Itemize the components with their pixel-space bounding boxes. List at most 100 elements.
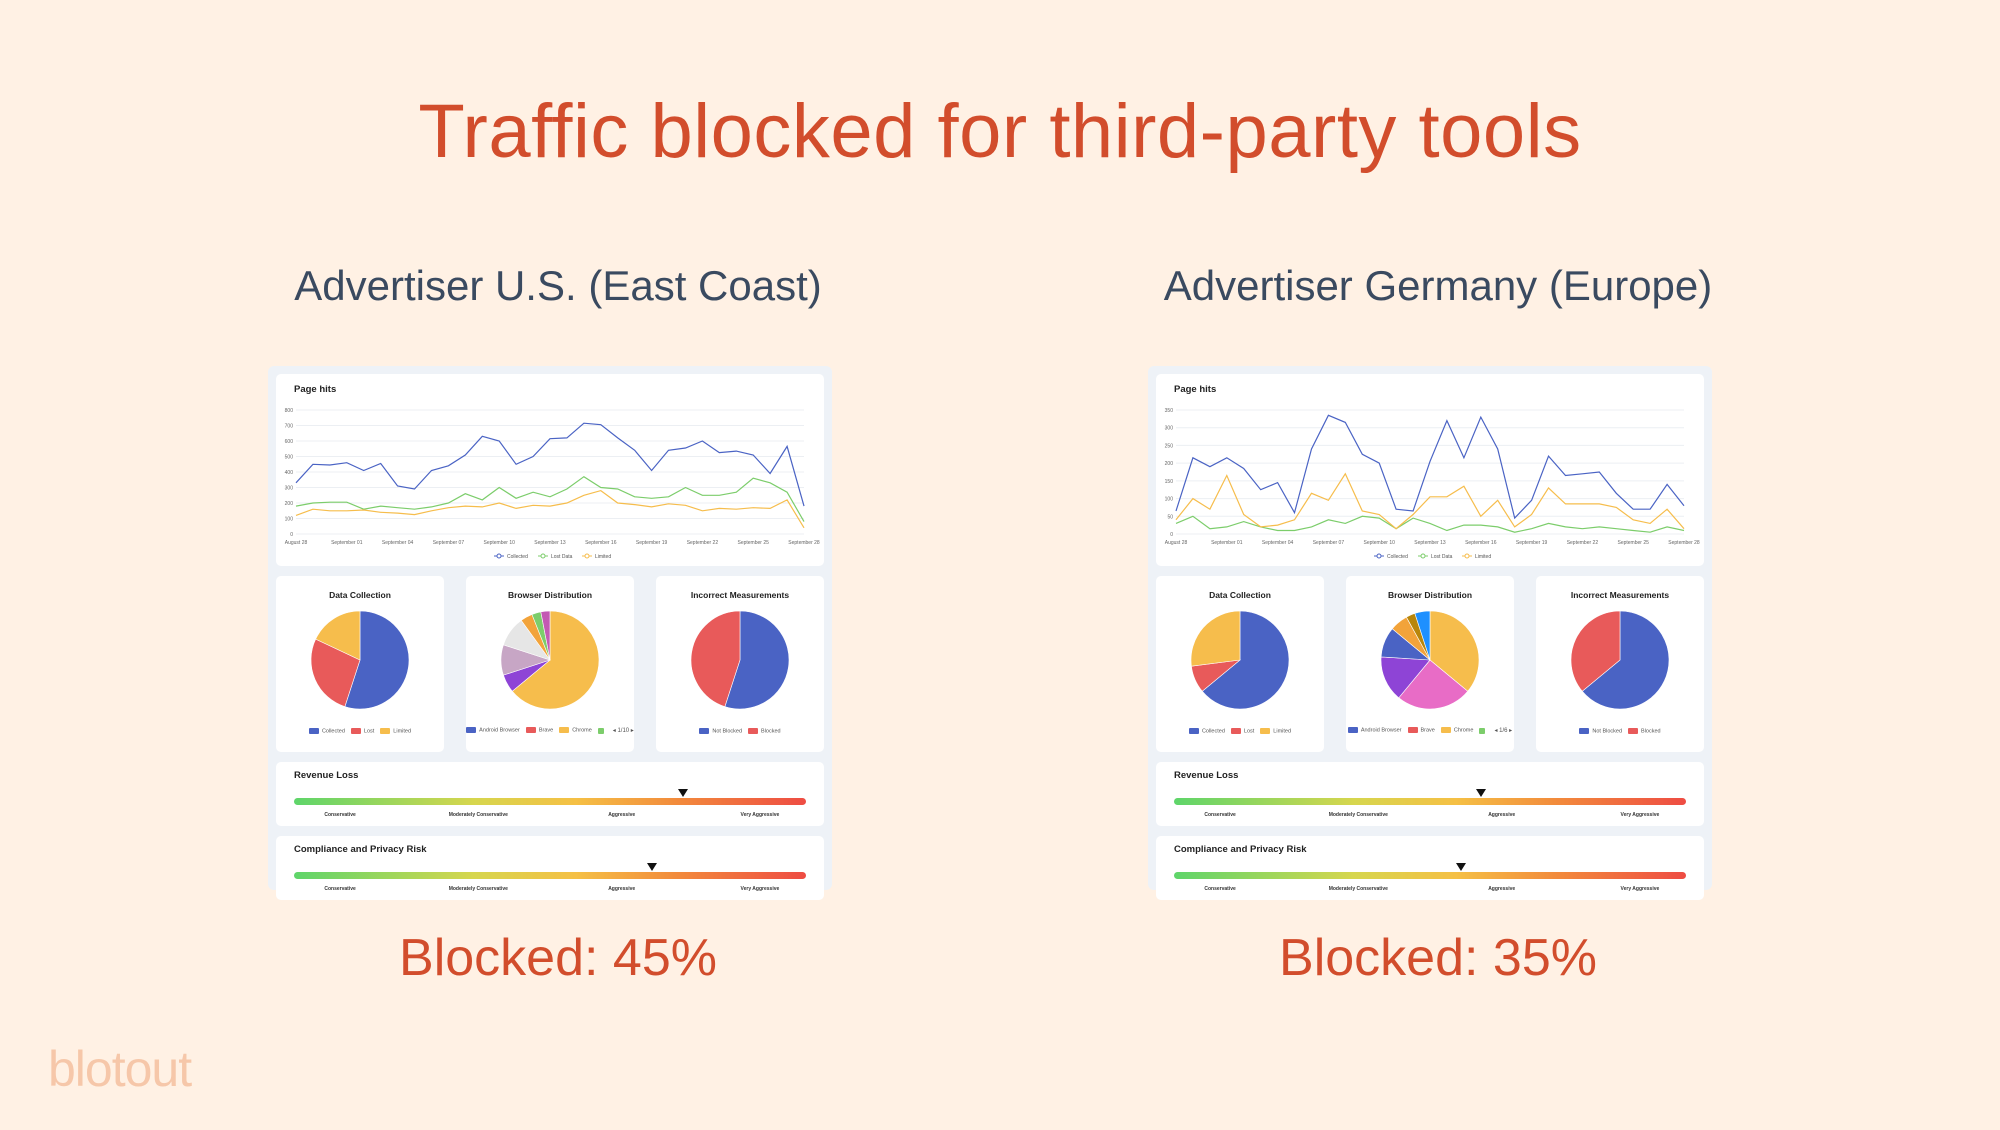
panel-germany: Advertiser Germany (Europe) Page hits 35…: [1148, 262, 1728, 900]
swatch-icon: [559, 727, 570, 734]
incorrect-measurements-pie: [1570, 610, 1670, 710]
y-tick-label: 100: [1165, 497, 1174, 503]
incorrect-measurements-card: Incorrect Measurements Not Blocked Block…: [1536, 576, 1704, 752]
data-collection-legend: Collected Lost Limited: [276, 727, 444, 734]
x-tick-label: September 16: [1465, 540, 1497, 546]
data-collection-card: Data Collection Collected Lost Limited: [1156, 576, 1324, 752]
data-collection-legend: Collected Lost Limited: [1156, 727, 1324, 734]
page-hits-title: Page hits: [294, 384, 337, 395]
swatch-icon: [699, 727, 710, 734]
y-tick-label: 600: [285, 439, 294, 445]
pie-slice: [1570, 610, 1621, 692]
gauge-labels: Conservative Moderately Conservative Agg…: [294, 812, 806, 822]
legend-item[interactable]: Chrome: [1440, 727, 1473, 734]
pie-slice: [540, 610, 551, 661]
browser-distribution-card: Browser Distribution Android Browser Bra…: [466, 576, 634, 752]
swatch-icon: [597, 727, 604, 734]
incorrect-measurements-title: Incorrect Measurements: [1570, 590, 1670, 600]
pager-label: 1/6: [1499, 728, 1508, 734]
incorrect-measurements-pie: [690, 610, 790, 710]
legend-item[interactable]: Limited: [1260, 727, 1292, 734]
legend-label: Blocked: [1641, 728, 1661, 734]
legend-item[interactable]: Brave: [525, 727, 553, 734]
series-line-lost: [1175, 515, 1685, 533]
swatch-icon: [466, 727, 477, 734]
page-title: Traffic blocked for third-party tools: [418, 89, 1582, 174]
pie-slice: [511, 610, 600, 710]
legend-item[interactable]: Lost: [1230, 727, 1255, 734]
swatch-icon: [1628, 727, 1639, 734]
legend-item[interactable]: Blocked: [1628, 727, 1661, 734]
legend-label: Lost Data: [551, 554, 573, 560]
legend-item[interactable]: Blocked: [748, 727, 781, 734]
gauge-labels: Conservative Moderately Conservative Agg…: [1174, 812, 1686, 822]
legend-label: Collected: [1201, 728, 1225, 734]
x-tick-label: September 01: [331, 540, 363, 546]
swatch-icon: [525, 727, 536, 734]
legend-item[interactable]: Android Browser: [466, 727, 520, 734]
y-tick-label: 0: [290, 532, 293, 538]
legend-label: Chrome: [572, 727, 592, 734]
page-hits-card: Page hits 350 300 250 200 150 100 50 0 August 28…: [1156, 374, 1704, 566]
revenue-loss-gauge: [294, 789, 806, 805]
pie-slice: [1429, 610, 1480, 692]
gauge-label: Conservative: [1204, 812, 1236, 818]
gauge-label: Very Aggressive: [740, 886, 780, 892]
page-hits-title: Page hits: [1174, 384, 1217, 395]
legend-label: Limited: [1475, 554, 1491, 560]
legend-item[interactable]: Collected: [1188, 727, 1225, 734]
legend-label: Limited: [393, 728, 412, 734]
gauge-labels: Conservative Moderately Conservative Agg…: [294, 886, 806, 896]
y-tick-label: 0: [1170, 532, 1173, 538]
legend-item[interactable]: Limited: [380, 727, 412, 734]
revenue-loss-title: Revenue Loss: [294, 770, 359, 781]
legend-marker-icon: [584, 553, 590, 559]
gauge-labels: Conservative Moderately Conservative Agg…: [1174, 886, 1686, 896]
legend-pager[interactable]: ◂ 1/10 ▸: [612, 728, 634, 734]
legend-label: Blocked: [761, 728, 781, 734]
legend-label: Lost: [1243, 728, 1255, 734]
legend-pager[interactable]: ◂ 1/6 ▸: [1494, 728, 1513, 734]
revenue-loss-card: Revenue Loss Conservative Moderately Con…: [1156, 762, 1704, 826]
legend-item[interactable]: Collected: [308, 727, 345, 734]
browser-distribution-pie: [500, 610, 600, 710]
swatch-icon: [1188, 727, 1199, 734]
x-tick-label: September 13: [1414, 540, 1446, 546]
x-tick-label: August 28: [1165, 540, 1188, 546]
page-hits-chart: 800 700 600 500 400 300 200 100 0 August 28 Septem…: [285, 408, 820, 560]
x-tick-label: September 19: [1516, 540, 1548, 546]
legend-item[interactable]: Not Blocked: [699, 727, 742, 734]
pie-slice: [1398, 659, 1469, 710]
gauge-label: Moderately Conservative: [1328, 886, 1388, 892]
legend-label: Lost: [363, 728, 375, 734]
gauge-label: Very Aggressive: [740, 812, 780, 818]
data-collection-card: Data Collection Collected Lost Limited: [276, 576, 444, 752]
series-line-limited: [295, 489, 805, 529]
legend-item[interactable]: Chrome: [559, 727, 592, 734]
x-tick-label: September 10: [483, 540, 515, 546]
legend-marker-icon: [1376, 553, 1382, 559]
y-tick-label: 200: [1165, 461, 1174, 467]
data-collection-title: Data Collection: [329, 590, 391, 600]
legend-item[interactable]: Brave: [1407, 727, 1435, 734]
page-hits-card: Page hits 800 700 600 500 400 300 200 100 0 Augus…: [276, 374, 824, 566]
legend-item[interactable]: Android Browser: [1347, 727, 1402, 734]
gauge-label: Very Aggressive: [1620, 812, 1660, 818]
gauge-marker-icon: [647, 863, 658, 871]
data-collection-title: Data Collection: [1209, 590, 1271, 600]
x-tick-label: September 19: [636, 540, 668, 546]
legend-item[interactable]: Lost: [350, 727, 375, 734]
x-tick-label: September 04: [1262, 540, 1294, 546]
gauge-label: Moderately Conservative: [448, 812, 508, 818]
pie-row: Data Collection Collected Lost Limited B…: [276, 576, 824, 752]
legend-label: Limited: [1273, 728, 1292, 734]
revenue-loss-title: Revenue Loss: [1174, 770, 1239, 781]
legend-label: Brave: [1420, 727, 1435, 734]
x-tick-label: September 01: [1211, 540, 1243, 546]
compliance-risk-card: Compliance and Privacy Risk Conservative…: [276, 836, 824, 900]
y-tick-label: 250: [1165, 443, 1174, 449]
legend-item[interactable]: Not Blocked: [1579, 727, 1622, 734]
x-tick-label: September 22: [687, 540, 719, 546]
swatch-icon: [1579, 727, 1590, 734]
x-tick-label: September 25: [1617, 540, 1649, 546]
